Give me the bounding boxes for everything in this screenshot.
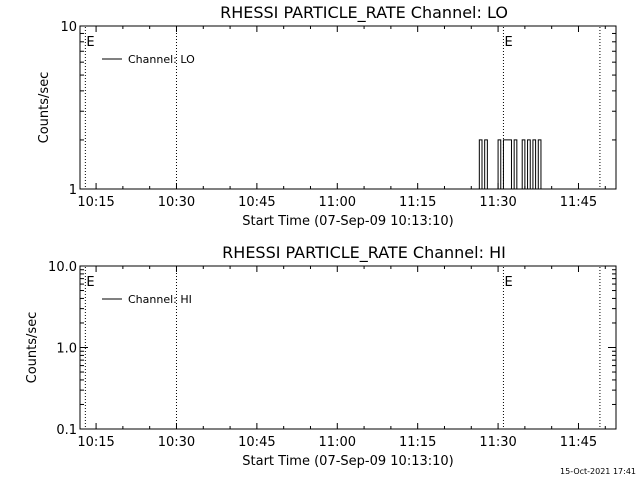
- panel-2-xtick-label-4: 11:15: [399, 435, 436, 450]
- panel-1-xlabel: Start Time (07-Sep-09 10:13:10): [242, 214, 453, 229]
- panel-1-marker-label-0: E: [86, 35, 94, 50]
- panel-2-xtick-label-3: 11:00: [319, 435, 356, 450]
- panel-1-xtick-label-0: 10:15: [77, 195, 114, 210]
- panel-2-title: RHESSI PARTICLE_RATE Channel: HI: [222, 243, 506, 263]
- panel-1-xtick-label-4: 11:15: [399, 195, 436, 210]
- panel-2-marker-label-0: E: [86, 275, 94, 290]
- panel-1-marker-label-2: E: [504, 35, 512, 50]
- timestamp: 15-Oct-2021 17:41: [560, 467, 636, 476]
- panel-2-plot-frame: [79, 265, 617, 430]
- panel-1-xtick-label-6: 11:45: [560, 195, 597, 210]
- panel-2-xtick-label-1: 10:30: [158, 435, 195, 450]
- panel-1-series-0-line: [476, 139, 544, 190]
- panel-2-xlabel: Start Time (07-Sep-09 10:13:10): [242, 454, 453, 469]
- panel-2-ylabel: Counts/sec: [25, 312, 40, 384]
- panel-2-marker-label-2: E: [504, 275, 512, 290]
- panel-1-ylabel: Counts/sec: [37, 72, 52, 144]
- panel-2-ytick-label-2: 10.0: [48, 260, 77, 275]
- panel-2-xtick-label-2: 10:45: [238, 435, 275, 450]
- panel-1-xtick-label-2: 10:45: [238, 195, 275, 210]
- panel-1-ytick-label-1: 10: [60, 20, 77, 35]
- panel-1-title: RHESSI PARTICLE_RATE Channel: LO: [220, 3, 508, 23]
- panel-2-xtick-label-6: 11:45: [560, 435, 597, 450]
- panel-2-ytick-label-1: 1.0: [56, 342, 77, 357]
- panel-1-ytick-label-0: 1: [69, 183, 77, 198]
- panel-1-xtick-label-3: 11:00: [319, 195, 356, 210]
- panel-1-xtick-label-1: 10:30: [158, 195, 195, 210]
- panel-1-xtick-label-5: 11:30: [479, 195, 516, 210]
- panel-1-plot-frame: [79, 25, 617, 190]
- panel-2-xtick-label-5: 11:30: [479, 435, 516, 450]
- panel-2-ytick-label-0: 0.1: [56, 423, 77, 438]
- panel-1-legend-label: Channel: LO: [128, 53, 195, 66]
- panel-2-legend-label: Channel: HI: [128, 293, 192, 306]
- panel-2-xtick-label-0: 10:15: [77, 435, 114, 450]
